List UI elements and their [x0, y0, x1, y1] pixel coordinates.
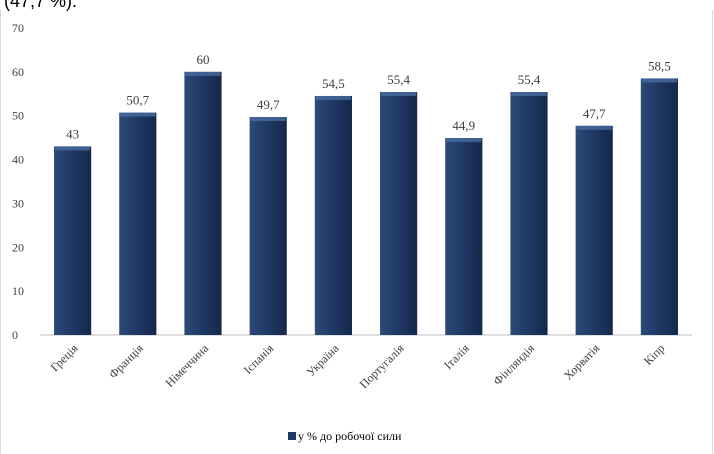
x-category-label: Португалія	[357, 341, 407, 391]
bar	[314, 95, 352, 335]
bar-top-highlight	[576, 125, 612, 130]
y-tick-label: 60	[12, 65, 24, 79]
bar	[575, 125, 613, 336]
y-tick-label: 40	[12, 153, 24, 167]
bar	[510, 92, 548, 335]
y-tick-label: 0	[12, 328, 18, 342]
x-category-label: Франція	[106, 341, 146, 381]
bar-top-highlight	[315, 95, 351, 100]
data-label: 43	[66, 126, 79, 141]
data-label: 49,7	[257, 97, 280, 112]
y-tick-label: 50	[12, 109, 24, 123]
x-category-label: Україна	[304, 341, 342, 379]
x-category-label: Кіпр	[641, 341, 668, 368]
y-tick-label: 20	[12, 240, 24, 254]
bar-top-highlight	[55, 146, 91, 151]
y-tick-label: 30	[12, 196, 24, 210]
bar	[54, 146, 92, 335]
bar-top-highlight	[446, 138, 482, 143]
data-label: 60	[197, 52, 210, 67]
bar	[249, 117, 287, 335]
y-tick-label: 10	[12, 284, 24, 298]
legend-label: у % до робочої сили	[298, 429, 402, 443]
bar-top-highlight	[641, 78, 677, 83]
x-category-label: Хорватія	[561, 341, 603, 383]
legend-swatch	[288, 432, 296, 440]
x-category-label: Німеччина	[162, 341, 211, 390]
bar-top-highlight	[381, 92, 417, 97]
bar	[445, 138, 483, 335]
chart-frame	[0, 10, 713, 454]
bar-top-highlight	[185, 71, 221, 76]
bar	[184, 71, 222, 335]
bar-top-highlight	[250, 117, 286, 122]
x-category-label: Іспанія	[241, 341, 277, 377]
x-category-label: Фінляндія	[490, 341, 537, 388]
y-tick-label: 70	[12, 21, 24, 35]
bar	[640, 78, 678, 335]
data-label: 47,7	[583, 106, 606, 121]
truncated-top-text: (47,7 %).	[4, 0, 78, 11]
x-category-label: Італія	[441, 341, 472, 372]
data-label: 44,9	[452, 118, 475, 133]
bar-top-highlight	[511, 92, 547, 97]
x-category-label: Греція	[48, 341, 81, 374]
data-label: 54,5	[322, 76, 345, 91]
data-label: 55,4	[518, 72, 541, 87]
data-label: 55,4	[387, 72, 410, 87]
bar	[380, 92, 418, 335]
bar-top-highlight	[120, 112, 156, 117]
data-label: 58,5	[648, 58, 671, 73]
data-label: 50,7	[126, 93, 149, 108]
bar	[119, 112, 157, 335]
